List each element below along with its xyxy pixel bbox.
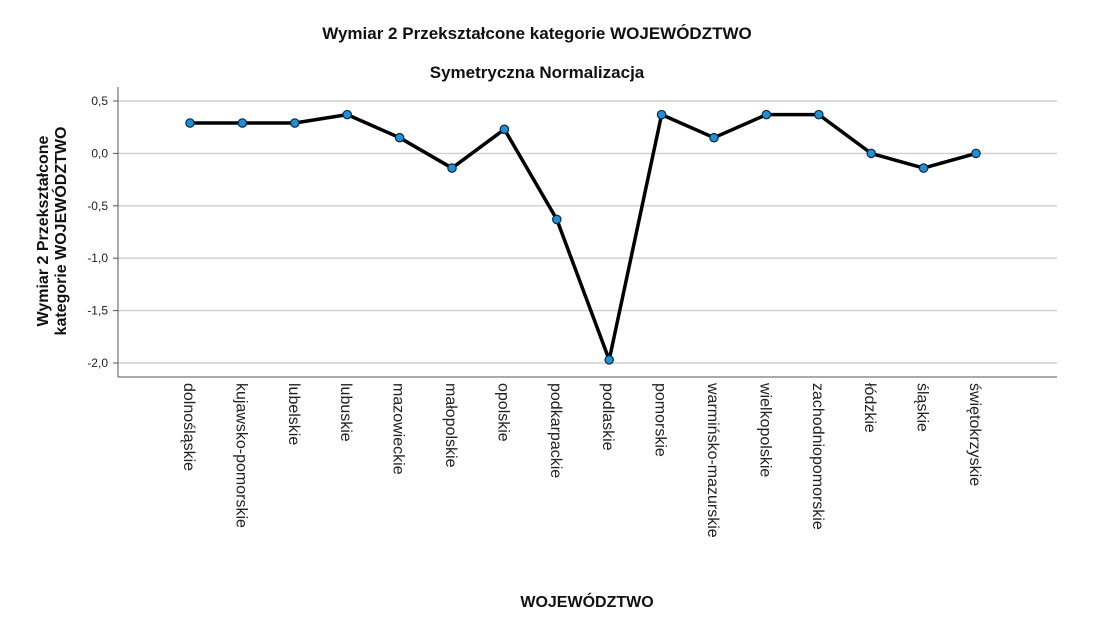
- data-point: [499, 124, 510, 135]
- data-point: [709, 132, 719, 143]
- x-tick-label: podlaskie: [599, 383, 616, 451]
- x-axis-title: WOJEWÓDZTWO: [520, 592, 653, 611]
- x-tick-label: kujawsko-pomorskie: [232, 383, 249, 528]
- x-category-labels: dolnośląskie kujawsko-pomorskie lubelskie l…: [180, 382, 983, 538]
- x-tick-label: warmińsko-mazurskie: [704, 382, 721, 538]
- data-series: [185, 109, 981, 365]
- x-tick-label: zachodniopomorskie: [809, 383, 826, 530]
- x-tick-label: podkarpackie: [547, 383, 564, 478]
- y-tick-label: -1,0: [87, 251, 108, 265]
- data-point: [761, 109, 772, 120]
- data-point: [447, 163, 457, 173]
- data-point: [237, 118, 248, 128]
- y-tick-label: 0,5: [91, 94, 108, 108]
- data-point: [394, 132, 405, 143]
- y-axis-title: Wymiar 2 Przekształcone kategorie WOJEWÓ…: [35, 127, 70, 336]
- x-tick-label: śląskie: [914, 383, 931, 432]
- x-tick-label: lubelskie: [285, 383, 302, 445]
- x-tick-label: dolnośląskie: [180, 383, 197, 471]
- y-ticks: 0,5 0,0 -0,5 -1,0 -1,5 -2,0: [87, 94, 118, 370]
- gridlines: [118, 100, 1057, 364]
- data-point: [971, 148, 981, 159]
- x-tick-label: lubuskie: [337, 383, 354, 442]
- x-tick-label: łódzkie: [861, 383, 878, 433]
- data-point: [342, 109, 352, 120]
- x-tick-label: opolskie: [494, 383, 511, 442]
- x-tick-label: mazowieckie: [390, 383, 407, 475]
- data-point: [551, 214, 562, 225]
- chart-subtitle: Symetryczna Normalizacja: [430, 63, 645, 82]
- data-point: [604, 355, 614, 365]
- y-tick-label: -2,0: [87, 356, 108, 370]
- data-point: [918, 163, 929, 173]
- x-tick-label: świętokrzyskie: [966, 383, 983, 486]
- data-point: [866, 148, 876, 159]
- x-tick-label: pomorskie: [652, 383, 669, 457]
- data-point: [185, 118, 195, 128]
- data-point: [656, 109, 667, 120]
- data-point: [813, 109, 824, 120]
- y-tick-label: 0,0: [91, 146, 108, 160]
- y-tick-label: -1,5: [87, 304, 108, 318]
- x-tick-label: małopolskie: [442, 383, 459, 468]
- x-tick-label: wielkopolskie: [756, 382, 773, 477]
- data-point: [289, 118, 300, 128]
- y-tick-label: -0,5: [87, 199, 108, 213]
- y-axis-title-line-1: Wymiar 2 Przekształcone: [35, 135, 52, 326]
- chart-title: Wymiar 2 Przekształcone kategorie WOJEWÓ…: [322, 24, 752, 43]
- series-line: [190, 112, 977, 362]
- y-axis-title-line-2: kategorie WOJEWÓDZTWO: [51, 127, 70, 336]
